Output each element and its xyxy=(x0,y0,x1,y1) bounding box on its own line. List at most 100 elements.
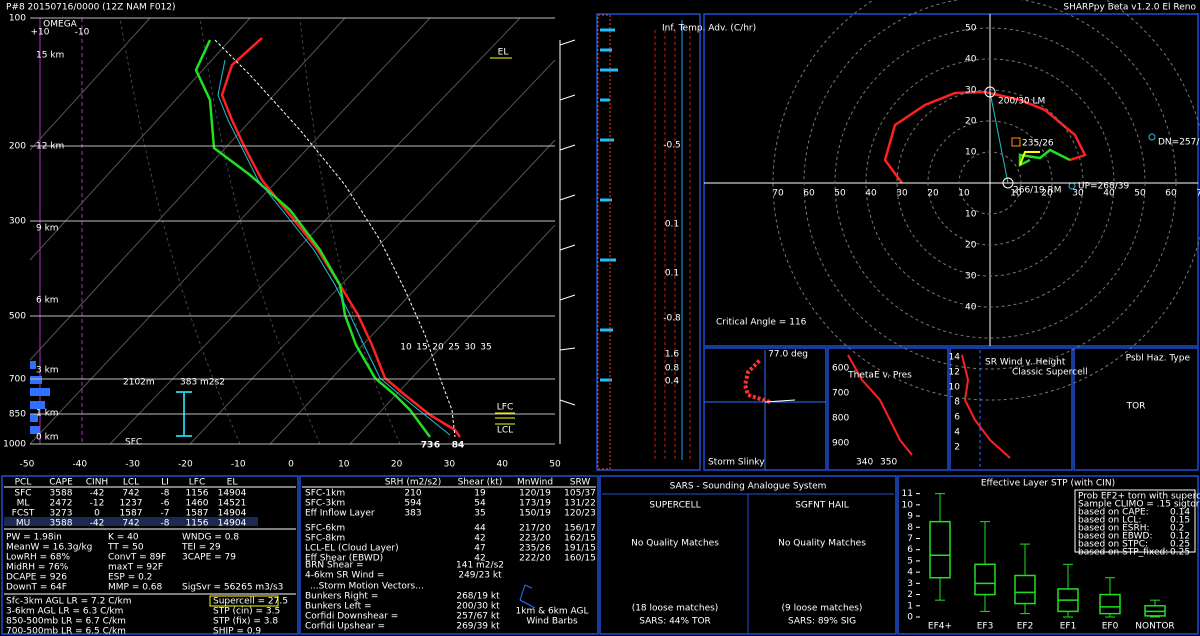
inflow-label: 1.6 xyxy=(665,350,680,360)
thermo-cell: 14904 xyxy=(218,509,247,519)
pressure-label: 300 xyxy=(9,217,26,227)
thermo-cell: 742 xyxy=(122,489,139,499)
height-label: 3 km xyxy=(36,366,59,376)
thetae-pressure: 600 xyxy=(832,364,849,374)
inflow-guides xyxy=(654,30,691,460)
kin-label: Eff Shear (EBWD) xyxy=(305,554,383,564)
thermo-cell: 1587 xyxy=(120,509,143,519)
hodo-ring-label: 10 xyxy=(958,189,970,199)
stp-prob-label: based on CAPE: xyxy=(1078,508,1149,518)
slinky-angle: 77.0 deg xyxy=(768,350,808,360)
sars-loose: (18 loose matches) xyxy=(632,604,719,614)
kin-extra-label: BRN Shear = xyxy=(305,561,364,571)
index: PW = 1.98in xyxy=(6,533,62,543)
thermo-cell: 3588 xyxy=(50,489,73,499)
kinematic-frame xyxy=(299,475,599,635)
critical-line xyxy=(989,91,1009,184)
thetae-title: ThetaE v. Pres xyxy=(847,371,912,381)
pressure-label: 700 xyxy=(9,375,26,385)
thetae-pressure: 900 xyxy=(832,439,849,449)
thetae-pressure: 700 xyxy=(832,389,849,399)
thermo-header: PCL xyxy=(15,478,32,488)
thermo-cell: -42 xyxy=(90,519,105,529)
srwind-height: 10 xyxy=(949,383,961,393)
thetae-temp: 350 xyxy=(880,458,897,468)
stp-tick-label: 6 xyxy=(907,545,913,555)
motion-value: 268/19 kt xyxy=(456,592,500,602)
sfc-label: SFC xyxy=(125,438,142,448)
kin-cell: 162/15 xyxy=(564,534,596,544)
box xyxy=(974,563,996,596)
index: maxT = 92F xyxy=(108,563,163,573)
thermo-header: EL xyxy=(227,478,238,488)
index: DownT = 64F xyxy=(6,583,67,593)
thermo-cell: -8 xyxy=(161,489,170,499)
thermo-cell: -6 xyxy=(161,499,170,509)
hodo-ring-label: 20 xyxy=(965,241,977,251)
hodo-ring xyxy=(958,151,1022,215)
index: MeanW = 16.3g/kg xyxy=(6,543,92,553)
srwind-legend: Classic Supercell xyxy=(1012,368,1088,378)
temp-label: 30 xyxy=(444,460,456,470)
kin-cell: 156/17 xyxy=(564,524,596,534)
thermo-cell: 3588 xyxy=(50,519,73,529)
height-label: 0 km xyxy=(36,433,59,443)
thermo-cell: 3273 xyxy=(50,509,73,519)
box xyxy=(1099,593,1121,615)
hodo-ring-label: 30 xyxy=(1072,189,1084,199)
hodo-ring xyxy=(865,58,1115,308)
isotherms xyxy=(29,17,556,445)
inflow-strip xyxy=(597,14,611,470)
temp-label: 40 xyxy=(496,460,508,470)
sars-loose: (9 loose matches) xyxy=(782,604,863,614)
kin-cell: 210 xyxy=(404,489,421,499)
kin-cell: 42 xyxy=(474,554,485,564)
stp-category: EF3 xyxy=(977,622,994,632)
slinky-axes xyxy=(704,350,826,470)
sars-matches: No Quality Matches xyxy=(778,539,866,549)
thermo-header: LFC xyxy=(189,478,205,488)
index: MidRH = 76% xyxy=(6,563,69,573)
index: TT = 50 xyxy=(107,543,144,553)
esrh-label: 383 m2s2 xyxy=(180,378,225,388)
kin-cell: 173/19 xyxy=(519,499,551,509)
srwind-height: 6 xyxy=(954,413,960,423)
kin-cell: 35 xyxy=(474,509,485,519)
thermo-cell: 1587 xyxy=(186,509,209,519)
srwind-height: 14 xyxy=(949,353,961,363)
kin-header: SRW xyxy=(570,478,591,488)
sars-result: SARS: 44% TOR xyxy=(639,617,711,627)
composite: SHIP = 0.9 xyxy=(213,627,261,636)
height-label: 15 km xyxy=(36,51,64,61)
dn-label: DN=257/67 xyxy=(1158,138,1200,148)
kin-label: SFC-8km xyxy=(305,534,345,544)
sars-col-title: SGFNT HAIL xyxy=(795,501,849,511)
stp-category: EF0 xyxy=(1102,622,1119,632)
kin-cell: 42 xyxy=(474,534,485,544)
composite: STP (cin) = 3.5 xyxy=(213,607,280,617)
hazard-frame xyxy=(1073,347,1199,471)
index: TEI = 29 xyxy=(181,543,221,553)
kin-cell: 222/20 xyxy=(519,554,551,564)
kin-cell: 44 xyxy=(474,524,486,534)
lapse-rate: 850-500mb LR = 6.7 C/km xyxy=(6,617,126,627)
omega-left: +10 xyxy=(31,28,50,38)
sfc-t: 84 xyxy=(452,441,465,451)
stp-prob-label: based on ESRH: xyxy=(1078,524,1150,534)
stp-legend-title: Prob EF2+ torn with supercell xyxy=(1078,492,1200,502)
kin-extra-label: 4-6km SR Wind = xyxy=(305,571,384,581)
temperature-trace xyxy=(220,37,462,438)
thermo-cell: SFC xyxy=(14,489,31,499)
lcl-label: LCL xyxy=(497,426,513,436)
inflow-label: -0.5 xyxy=(663,141,681,151)
thermo-cell: 14904 xyxy=(218,519,247,529)
kin-extra-value: 249/23 kt xyxy=(458,571,502,581)
skewt-layout xyxy=(29,17,576,445)
hodo-ring xyxy=(896,89,1084,277)
index: 3CAPE = 79 xyxy=(182,553,236,563)
index: ESP = 0.2 xyxy=(108,573,152,583)
kin-label: SFC-3km xyxy=(305,499,345,509)
thermo-header: CAPE xyxy=(49,478,73,488)
stp-tick-label: 1 xyxy=(907,601,913,611)
stp-tick-label: 3 xyxy=(907,579,913,589)
